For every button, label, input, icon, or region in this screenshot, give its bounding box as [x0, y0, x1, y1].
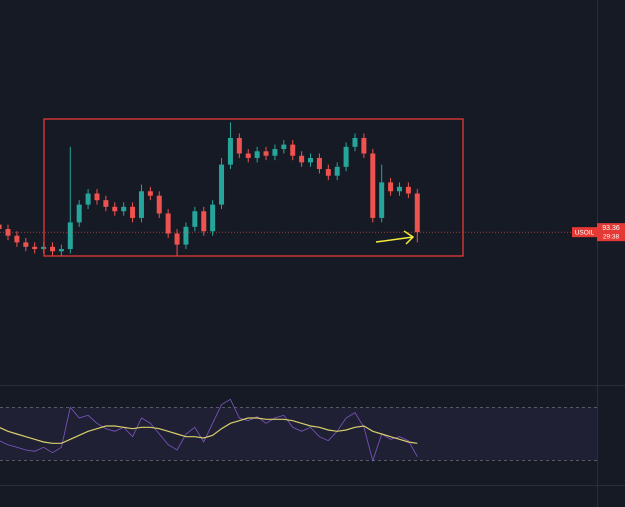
- candle-body: [112, 206, 118, 212]
- candle-body: [334, 166, 340, 176]
- candle-body: [94, 193, 100, 201]
- countdown: 29:38: [603, 233, 620, 240]
- symbol-box: [572, 227, 597, 238]
- rsi-line: [0, 417, 418, 444]
- arrow-shaft: [375, 236, 414, 243]
- candle-body: [290, 144, 296, 156]
- candle-body: [76, 204, 82, 223]
- price-label: USOIL 93.36 29:38: [572, 223, 625, 242]
- candle-body: [103, 200, 109, 207]
- candle-body: [281, 144, 287, 150]
- candle-body: [58, 249, 64, 252]
- candle-body: [147, 191, 153, 196]
- candle-body: [174, 233, 180, 245]
- candle-body: [352, 137, 358, 147]
- plot: [0, 122, 597, 463]
- candle-body: [165, 213, 171, 234]
- candle-body: [23, 242, 29, 247]
- arrow-head: [403, 230, 415, 245]
- candle-body: [192, 211, 198, 227]
- candle-body: [32, 246, 38, 250]
- candle-body: [254, 151, 260, 158]
- rsi-line: [0, 398, 418, 463]
- candle-body: [263, 151, 269, 156]
- candle-body: [299, 155, 305, 163]
- price-box: [597, 223, 625, 242]
- candle-body: [121, 206, 127, 212]
- candle-body: [156, 195, 162, 214]
- candle-body: [370, 153, 376, 218]
- candle-body: [272, 149, 278, 156]
- candle-body: [0, 224, 2, 230]
- candle-body: [130, 206, 136, 218]
- arrow: [375, 230, 415, 245]
- candle-body: [183, 226, 189, 245]
- candle-body: [201, 211, 207, 232]
- candle-body: [308, 157, 314, 163]
- candle-body: [379, 182, 385, 218]
- candle-body: [67, 222, 73, 250]
- candle-body: [414, 193, 420, 233]
- candle-body: [361, 137, 367, 154]
- candle-body: [210, 204, 216, 232]
- candle-body: [405, 186, 411, 194]
- candle-body: [396, 186, 402, 192]
- candle-body: [49, 246, 55, 252]
- candle-body: [236, 137, 242, 154]
- candle-body: [227, 137, 233, 165]
- candle-body: [85, 193, 91, 205]
- last-price: 93.36: [602, 225, 620, 232]
- candle-body: [138, 191, 144, 218]
- candle-body: [219, 164, 225, 205]
- candle-body: [5, 229, 11, 236]
- candle-body: [245, 153, 251, 158]
- candle-body: [343, 146, 349, 167]
- candle-body: [14, 235, 20, 243]
- symbol: USOIL: [575, 229, 595, 236]
- rsi-band: [0, 407, 597, 461]
- candle-body: [388, 182, 394, 192]
- range-box: [43, 118, 464, 257]
- candle-body: [316, 157, 322, 170]
- candle-body: [325, 169, 331, 176]
